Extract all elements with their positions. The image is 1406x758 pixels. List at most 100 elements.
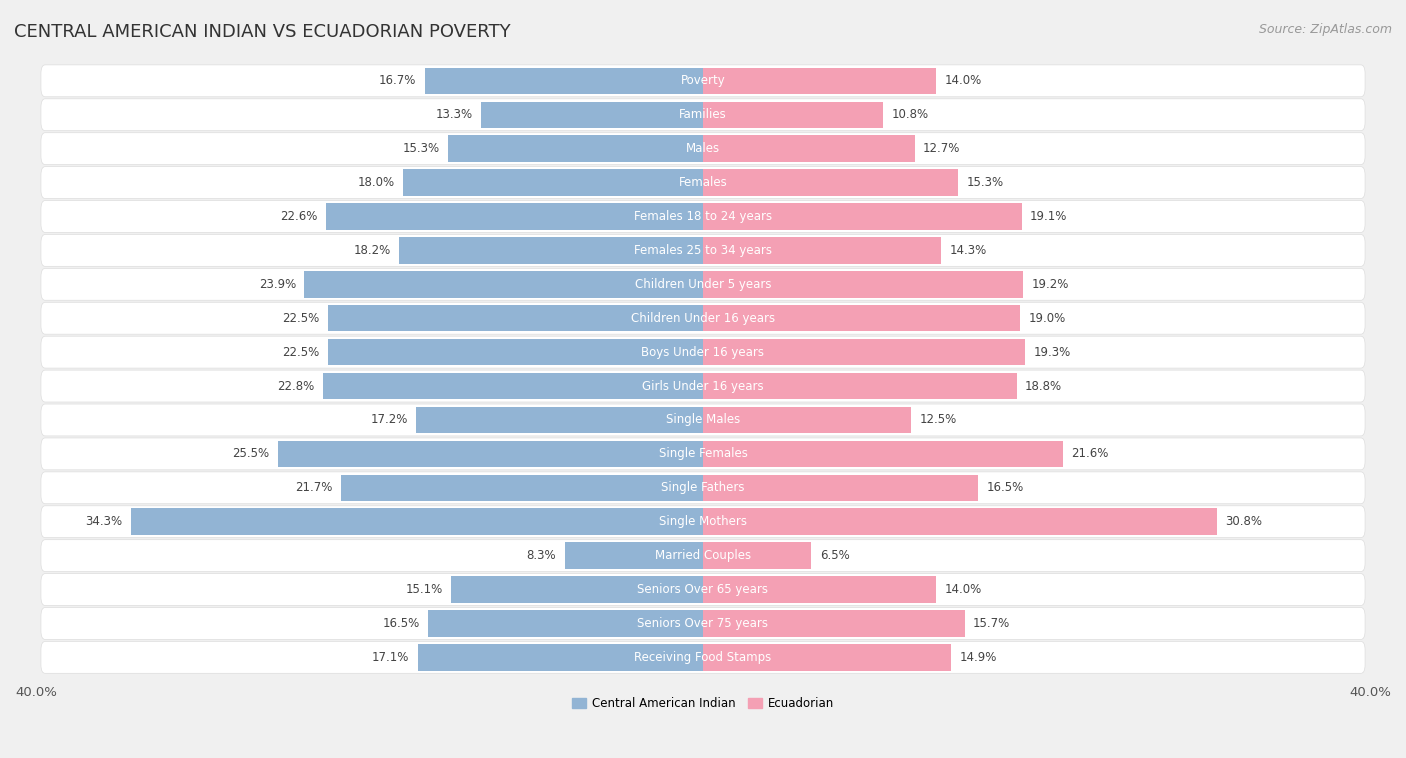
Bar: [323, 373, 703, 399]
Text: 15.1%: 15.1%: [405, 583, 443, 596]
Text: Source: ZipAtlas.com: Source: ZipAtlas.com: [1258, 23, 1392, 36]
Text: 16.5%: 16.5%: [987, 481, 1024, 494]
Text: 25.5%: 25.5%: [232, 447, 270, 460]
FancyBboxPatch shape: [41, 234, 1365, 266]
Text: Single Males: Single Males: [666, 413, 740, 427]
Text: 22.5%: 22.5%: [283, 346, 319, 359]
Text: 15.3%: 15.3%: [402, 143, 440, 155]
Text: Females 18 to 24 years: Females 18 to 24 years: [634, 210, 772, 223]
Text: 13.3%: 13.3%: [436, 108, 472, 121]
Text: 23.9%: 23.9%: [259, 278, 297, 291]
FancyBboxPatch shape: [41, 438, 1365, 470]
Text: 19.1%: 19.1%: [1029, 210, 1067, 223]
Bar: [131, 509, 703, 535]
Bar: [449, 136, 703, 162]
Text: 22.6%: 22.6%: [280, 210, 318, 223]
Bar: [703, 136, 915, 162]
FancyBboxPatch shape: [41, 472, 1365, 504]
Text: 8.3%: 8.3%: [527, 549, 557, 562]
FancyBboxPatch shape: [41, 65, 1365, 97]
Text: Poverty: Poverty: [681, 74, 725, 87]
Text: Males: Males: [686, 143, 720, 155]
Text: 12.5%: 12.5%: [920, 413, 957, 427]
FancyBboxPatch shape: [41, 641, 1365, 673]
Text: Seniors Over 75 years: Seniors Over 75 years: [637, 617, 769, 630]
FancyBboxPatch shape: [41, 268, 1365, 300]
Bar: [703, 373, 1017, 399]
Text: Females: Females: [679, 176, 727, 189]
Text: 15.3%: 15.3%: [966, 176, 1004, 189]
Bar: [703, 169, 957, 196]
Bar: [451, 576, 703, 603]
Bar: [328, 339, 703, 365]
Text: Receiving Food Stamps: Receiving Food Stamps: [634, 651, 772, 664]
Bar: [328, 305, 703, 331]
Text: 12.7%: 12.7%: [924, 143, 960, 155]
Text: Girls Under 16 years: Girls Under 16 years: [643, 380, 763, 393]
Bar: [703, 339, 1025, 365]
Bar: [703, 203, 1022, 230]
Text: 21.6%: 21.6%: [1071, 447, 1109, 460]
Text: 19.3%: 19.3%: [1033, 346, 1070, 359]
Text: 6.5%: 6.5%: [820, 549, 849, 562]
Bar: [703, 475, 979, 501]
Bar: [342, 475, 703, 501]
Bar: [481, 102, 703, 128]
Bar: [703, 644, 952, 671]
Text: 16.5%: 16.5%: [382, 617, 419, 630]
Bar: [427, 610, 703, 637]
Bar: [703, 407, 911, 434]
Text: 30.8%: 30.8%: [1225, 515, 1263, 528]
FancyBboxPatch shape: [41, 167, 1365, 199]
Text: 10.8%: 10.8%: [891, 108, 928, 121]
FancyBboxPatch shape: [41, 607, 1365, 640]
Text: CENTRAL AMERICAN INDIAN VS ECUADORIAN POVERTY: CENTRAL AMERICAN INDIAN VS ECUADORIAN PO…: [14, 23, 510, 41]
FancyBboxPatch shape: [41, 404, 1365, 436]
Text: 21.7%: 21.7%: [295, 481, 333, 494]
Text: Children Under 5 years: Children Under 5 years: [634, 278, 772, 291]
Text: 22.5%: 22.5%: [283, 312, 319, 324]
Text: 34.3%: 34.3%: [86, 515, 122, 528]
Bar: [425, 67, 703, 94]
Bar: [703, 610, 965, 637]
Text: 17.1%: 17.1%: [373, 651, 409, 664]
FancyBboxPatch shape: [41, 133, 1365, 164]
Legend: Central American Indian, Ecuadorian: Central American Indian, Ecuadorian: [568, 693, 838, 715]
Text: Seniors Over 65 years: Seniors Over 65 years: [637, 583, 769, 596]
Text: 14.3%: 14.3%: [950, 244, 987, 257]
Text: 18.0%: 18.0%: [357, 176, 395, 189]
FancyBboxPatch shape: [41, 506, 1365, 537]
Text: 18.8%: 18.8%: [1025, 380, 1062, 393]
Bar: [703, 271, 1024, 298]
Bar: [703, 440, 1063, 467]
Bar: [418, 644, 703, 671]
Text: Single Mothers: Single Mothers: [659, 515, 747, 528]
Bar: [404, 169, 703, 196]
FancyBboxPatch shape: [41, 302, 1365, 334]
FancyBboxPatch shape: [41, 337, 1365, 368]
Text: Boys Under 16 years: Boys Under 16 years: [641, 346, 765, 359]
Text: Children Under 16 years: Children Under 16 years: [631, 312, 775, 324]
Text: 15.7%: 15.7%: [973, 617, 1011, 630]
Text: Females 25 to 34 years: Females 25 to 34 years: [634, 244, 772, 257]
Bar: [305, 271, 703, 298]
Text: 19.0%: 19.0%: [1028, 312, 1066, 324]
Bar: [703, 67, 936, 94]
FancyBboxPatch shape: [41, 370, 1365, 402]
Text: 14.0%: 14.0%: [945, 74, 981, 87]
FancyBboxPatch shape: [41, 99, 1365, 130]
Text: Single Females: Single Females: [658, 447, 748, 460]
Bar: [326, 203, 703, 230]
Text: 16.7%: 16.7%: [378, 74, 416, 87]
Bar: [703, 102, 883, 128]
Bar: [565, 543, 703, 568]
Text: 14.9%: 14.9%: [960, 651, 997, 664]
Text: 17.2%: 17.2%: [370, 413, 408, 427]
Bar: [703, 237, 942, 264]
Bar: [703, 543, 811, 568]
FancyBboxPatch shape: [41, 540, 1365, 572]
Text: 22.8%: 22.8%: [277, 380, 315, 393]
FancyBboxPatch shape: [41, 201, 1365, 233]
Text: 18.2%: 18.2%: [354, 244, 391, 257]
Text: Single Fathers: Single Fathers: [661, 481, 745, 494]
